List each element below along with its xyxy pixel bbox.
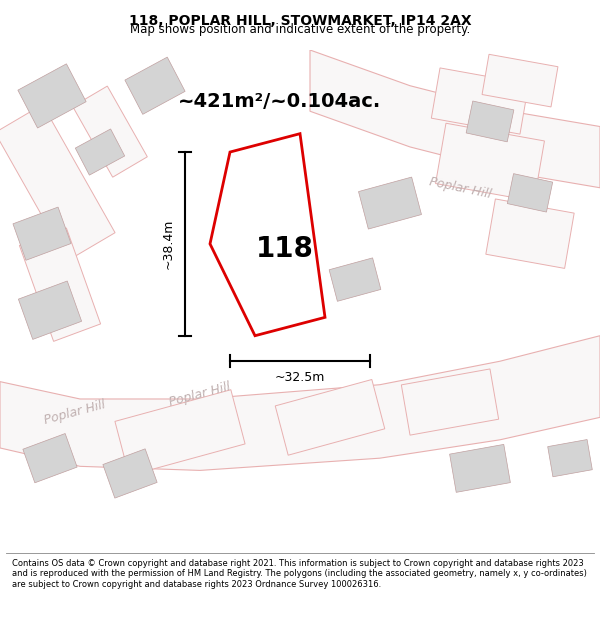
- Text: ~421m²/~0.104ac.: ~421m²/~0.104ac.: [178, 91, 382, 111]
- Text: Poplar Hill: Poplar Hill: [43, 398, 107, 427]
- Polygon shape: [19, 228, 101, 341]
- Polygon shape: [103, 449, 157, 498]
- Text: 118: 118: [256, 235, 314, 263]
- Polygon shape: [508, 174, 553, 212]
- Text: Contains OS data © Crown copyright and database right 2021. This information is : Contains OS data © Crown copyright and d…: [12, 559, 587, 589]
- Polygon shape: [0, 336, 600, 471]
- Polygon shape: [18, 64, 86, 128]
- Polygon shape: [359, 177, 421, 229]
- Polygon shape: [275, 379, 385, 455]
- Text: ~32.5m: ~32.5m: [275, 371, 325, 384]
- Polygon shape: [125, 57, 185, 114]
- Polygon shape: [19, 281, 82, 339]
- Polygon shape: [466, 101, 514, 142]
- Polygon shape: [73, 86, 148, 177]
- Polygon shape: [13, 207, 71, 260]
- Polygon shape: [115, 390, 245, 476]
- Polygon shape: [486, 199, 574, 268]
- Polygon shape: [23, 434, 77, 482]
- Polygon shape: [436, 123, 544, 201]
- Polygon shape: [431, 68, 529, 134]
- Polygon shape: [75, 129, 125, 175]
- Text: Poplar Hill: Poplar Hill: [428, 175, 492, 201]
- Polygon shape: [329, 258, 381, 301]
- Text: 118, POPLAR HILL, STOWMARKET, IP14 2AX: 118, POPLAR HILL, STOWMARKET, IP14 2AX: [128, 14, 472, 28]
- Text: Map shows position and indicative extent of the property.: Map shows position and indicative extent…: [130, 23, 470, 36]
- Text: ~38.4m: ~38.4m: [162, 219, 175, 269]
- Polygon shape: [210, 134, 325, 336]
- Polygon shape: [0, 104, 115, 261]
- Polygon shape: [310, 50, 600, 187]
- Polygon shape: [482, 54, 558, 107]
- Polygon shape: [548, 439, 592, 477]
- Polygon shape: [449, 444, 511, 493]
- Text: Poplar Hill: Poplar Hill: [168, 381, 232, 409]
- Polygon shape: [401, 369, 499, 435]
